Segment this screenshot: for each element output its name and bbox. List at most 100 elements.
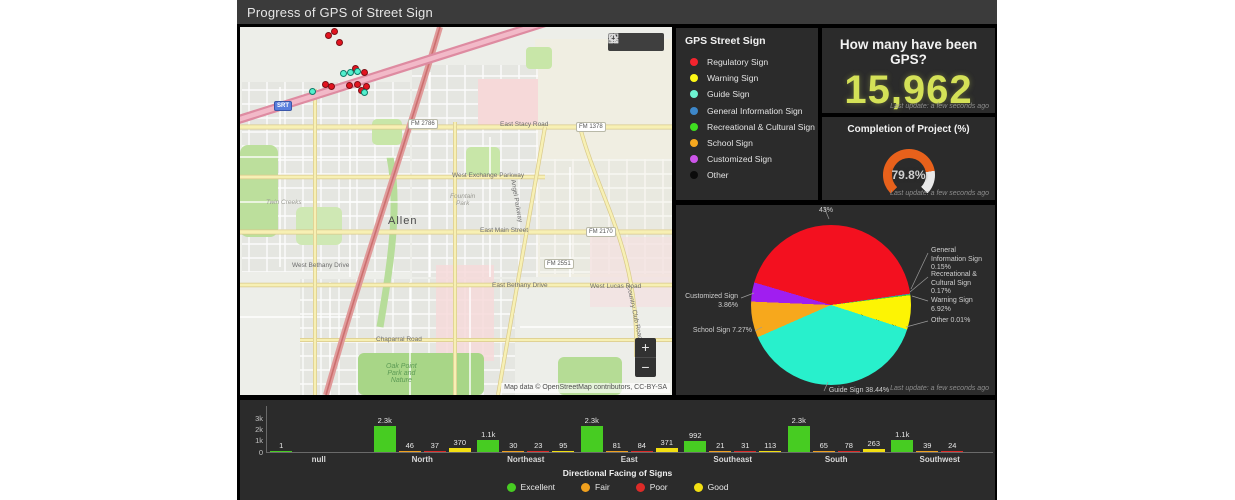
legend-swatch: [690, 74, 698, 83]
bar-poor[interactable]: [630, 450, 653, 452]
bar-value-label: 1.1k: [895, 429, 910, 439]
bar-excellent[interactable]: [270, 450, 293, 452]
pie-slice-label: Customized Sign 3.86%: [685, 293, 738, 309]
basemap-grid-icon: [608, 33, 619, 44]
bar-fair[interactable]: [605, 450, 628, 452]
bar-slot: 30: [502, 406, 525, 452]
bar-chart-legend: Excellent Fair Poor Good: [240, 482, 995, 492]
map-home-button[interactable]: [609, 33, 643, 49]
bar-good[interactable]: [759, 450, 782, 452]
x-category-label: Southeast: [713, 455, 753, 464]
bar-poor[interactable]: [941, 450, 964, 452]
bar-poor[interactable]: [527, 450, 550, 452]
bar-value-label: 81: [612, 440, 621, 450]
bar-good[interactable]: [862, 449, 885, 452]
y-axis-tick: 3k: [255, 413, 263, 423]
road-shield: FM 2170: [586, 227, 616, 237]
bar-poor[interactable]: [837, 450, 860, 452]
legend-item: Regulatory Sign: [690, 54, 818, 70]
bar-slot: 46: [398, 406, 421, 452]
bar-value-label: 95: [559, 440, 568, 450]
gauge-panel: Completion of Project (%) 79.8% Last upd…: [822, 117, 995, 200]
bar-legend-item[interactable]: Excellent: [506, 482, 555, 492]
bar-excellent[interactable]: [477, 439, 500, 452]
bar-slot: 992: [684, 406, 707, 452]
bar-value-label: 992: [688, 430, 702, 440]
bar-slot: 31: [734, 406, 757, 452]
bar-excellent[interactable]: [580, 425, 603, 452]
x-category-label: East: [620, 455, 638, 464]
bar-fair[interactable]: [812, 450, 835, 452]
map-point-regulatory[interactable]: [335, 38, 343, 46]
legend-item-label: Other: [707, 170, 729, 181]
map-point-regulatory[interactable]: [327, 82, 335, 90]
map-point-guide[interactable]: [308, 87, 316, 95]
bar-fair[interactable]: [502, 450, 525, 452]
map-point-guide[interactable]: [353, 67, 361, 75]
legend-item-label: Guide Sign: [707, 89, 750, 100]
zoom-out-button[interactable]: −: [635, 358, 656, 377]
x-category-label: North: [411, 455, 433, 464]
bar-fair[interactable]: [709, 450, 732, 452]
pie-slice-label: School Sign 7.27%: [692, 327, 752, 334]
bar-group-Southwest: 1.1k 39 24: [888, 406, 992, 452]
map-point-regulatory[interactable]: [324, 31, 332, 39]
bar-slot: 23: [527, 406, 550, 452]
bar-value-label: 263: [867, 439, 880, 449]
bar-excellent[interactable]: [787, 425, 810, 452]
bar-value-label: 371: [660, 437, 673, 447]
bar-excellent[interactable]: [891, 439, 914, 452]
bar-value-label: 65: [819, 440, 828, 450]
gauge-arc: [882, 149, 935, 200]
bar-value-label: 46: [405, 440, 414, 450]
bar-legend-item[interactable]: Poor: [635, 482, 668, 492]
map-point-guide[interactable]: [339, 69, 347, 77]
map-point-regulatory[interactable]: [345, 81, 353, 89]
bar-slot: [295, 406, 317, 452]
bar-value-label: 37: [430, 440, 439, 450]
legend-item: Other: [690, 167, 818, 183]
map-point-regulatory[interactable]: [360, 68, 368, 76]
bar-value-label: 1.1k: [481, 429, 496, 439]
legend-swatch: [690, 90, 698, 99]
bar-slot: 1.1k: [477, 406, 500, 452]
pie-slice-label: Regulatory Sign 43%: [818, 206, 833, 214]
map-point-guide[interactable]: [346, 68, 354, 76]
bar-value-label: 113: [764, 440, 777, 450]
pie-slice-label: General Information Sign 0.15%: [931, 247, 982, 271]
bar-fair[interactable]: [398, 450, 421, 452]
bar-value-label: 30: [509, 440, 518, 450]
bar-legend-item[interactable]: Good: [693, 482, 728, 492]
bar-good[interactable]: [552, 450, 575, 452]
bar-slot: 2.3k: [787, 406, 810, 452]
bar-good[interactable]: [448, 447, 471, 452]
bar-poor[interactable]: [423, 450, 446, 452]
map-point-guide[interactable]: [360, 88, 368, 96]
zoom-in-button[interactable]: +: [635, 338, 656, 358]
gauge-value: 79.8%: [891, 168, 926, 182]
map-point-regulatory[interactable]: [353, 80, 361, 88]
legend-swatch: [690, 171, 698, 180]
bar-good[interactable]: [655, 447, 678, 452]
bar-value-label: 2.3k: [377, 415, 392, 425]
bar-poor[interactable]: [734, 450, 757, 452]
road-shield: FM 2551: [544, 259, 574, 269]
indicator-last-update: Last update: a few seconds ago: [890, 103, 989, 110]
bar-fair[interactable]: [916, 450, 939, 452]
bar-excellent[interactable]: [373, 425, 396, 452]
bar-excellent[interactable]: [684, 440, 707, 452]
bar-plot: 3k 2k 1k 0 1 2.3k 46 37 370 1.1k 30 23 95 2.3k 81 84 37…: [244, 406, 993, 457]
bar-legend-swatch: [581, 482, 591, 492]
legend-swatch: [690, 122, 698, 131]
legend-swatch: [690, 139, 698, 148]
bar-value-label: 23: [534, 440, 543, 450]
y-axis-tick: 0: [258, 447, 263, 457]
map-point-regulatory[interactable]: [330, 27, 338, 35]
map-zoom-control: + −: [635, 338, 656, 377]
bar-legend-item[interactable]: Fair: [581, 482, 610, 492]
road-shield: FM 2786: [408, 119, 438, 129]
bar-legend-label: Poor: [649, 482, 668, 492]
map-panel[interactable]: Twin Creeks Fountain Park Allen East Stacy …: [240, 27, 672, 395]
map-basemap-button[interactable]: [608, 33, 661, 49]
legend-item-label: Regulatory Sign: [707, 57, 769, 68]
